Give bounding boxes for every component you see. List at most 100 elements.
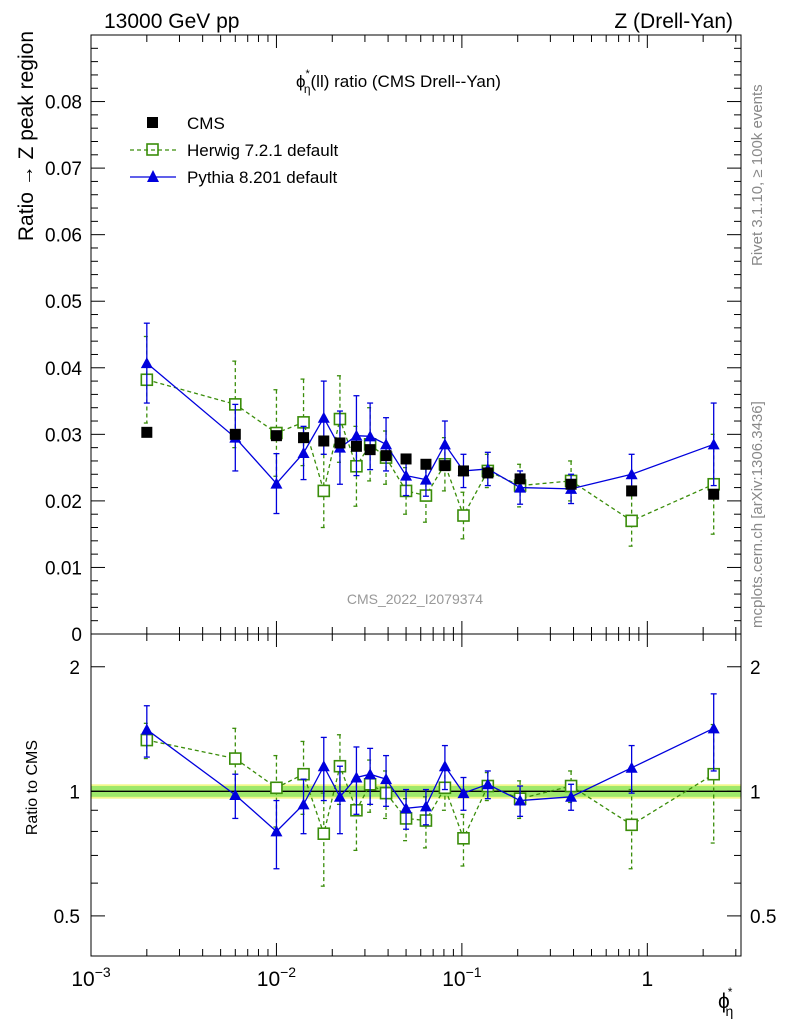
- pythia-point-top: [350, 429, 363, 441]
- legend-label-cms: CMS: [187, 114, 225, 133]
- pythia-point-ratio: [707, 722, 720, 734]
- analysis-watermark: CMS_2022_I2079374: [347, 591, 483, 607]
- top-y-tick-label: 0.04: [45, 359, 82, 380]
- cms-point: [141, 426, 153, 438]
- cms-point: [334, 437, 346, 449]
- top-y-tick-label: 0.01: [45, 558, 82, 579]
- ratio-y-tick-label-right: 2: [750, 658, 761, 679]
- cms-point: [514, 473, 526, 485]
- ratio-y-tick-label-right: 0.5: [750, 907, 776, 928]
- cms-point: [298, 432, 310, 444]
- herwig-point-ratio: [297, 767, 310, 781]
- header-process: Z (Drell-Yan): [614, 10, 733, 33]
- mcplots-label: mcplots.cern.ch [arXiv:1306.3436]: [749, 401, 766, 628]
- ratio-ylabel: Ratio to CMS: [24, 740, 41, 835]
- cms-point: [380, 450, 392, 462]
- pythia-point-top: [380, 438, 393, 450]
- ratio-y-tick-label-right: 1: [750, 782, 761, 803]
- cms-point: [439, 460, 451, 472]
- cms-point: [420, 458, 432, 470]
- ratio-y-tick-label: 2: [69, 658, 80, 679]
- pythia-point-top: [270, 477, 283, 489]
- pythia-point-ratio: [333, 790, 346, 802]
- x-tick-label: 1: [641, 968, 653, 991]
- pythia-point-ratio: [229, 788, 242, 800]
- cms-point: [364, 444, 376, 456]
- pythia-point-ratio: [140, 723, 153, 735]
- pythia-point-ratio: [438, 760, 451, 772]
- top-y-tick-label: 0.03: [45, 425, 82, 446]
- cms-point: [565, 478, 577, 490]
- pythia-line-top: [146, 362, 714, 490]
- legend-marker-cms: [147, 117, 158, 128]
- top-y-tick-label: 0.07: [45, 159, 82, 180]
- x-tick-label: 10−3: [71, 964, 111, 991]
- cms-point: [229, 428, 241, 440]
- pythia-point-ratio: [364, 768, 377, 780]
- herwig-point-top: [457, 509, 470, 522]
- pythia-point-ratio: [400, 802, 413, 814]
- legend-label-herwig: Herwig 7.2.1 default: [187, 141, 338, 160]
- pythia-point-top: [317, 411, 330, 423]
- pythia-point-ratio: [514, 794, 527, 806]
- pythia-point-ratio: [297, 798, 310, 810]
- pythia-point-ratio: [380, 773, 393, 785]
- pythia-point-ratio: [481, 778, 494, 790]
- herwig-point-top: [317, 484, 331, 498]
- cms-point: [318, 435, 330, 447]
- herwig-point-ratio: [229, 752, 242, 765]
- pythia-point-ratio: [457, 787, 470, 799]
- cms-point: [457, 465, 469, 477]
- cms-point: [626, 485, 638, 497]
- pythia-point-top: [140, 357, 153, 369]
- pythia-point-top: [438, 438, 451, 450]
- pythia-point-top: [297, 446, 310, 458]
- legend-marker-herwig: [146, 143, 159, 156]
- pythia-point-ratio: [565, 790, 578, 802]
- plot-title: ϕ* η(ll) ratio (CMS Drell--Yan): [296, 68, 501, 96]
- top-ylabel: Ratio → Z peak region: [15, 31, 38, 241]
- pythia-point-ratio: [270, 825, 283, 837]
- x-tick-label: 10−2: [257, 964, 297, 991]
- herwig-series: [140, 335, 721, 887]
- ratio-y-tick-label: 0.5: [54, 907, 80, 928]
- top-y-tick-label: 0: [71, 625, 82, 646]
- herwig-point-top: [625, 514, 638, 528]
- legend: CMS Herwig 7.2.1 default Pythia 8.201 de…: [130, 114, 338, 187]
- herwig-point-ratio: [317, 827, 331, 840]
- cms-point: [350, 440, 362, 452]
- cms-point: [482, 467, 494, 479]
- pythia-point-ratio: [419, 800, 432, 812]
- pythia-point-top: [707, 438, 720, 450]
- herwig-point-ratio: [625, 818, 638, 832]
- cms-point: [400, 453, 412, 465]
- top-y-tick-label: 0.08: [45, 93, 82, 114]
- x-tick-label: 10−1: [442, 964, 482, 991]
- rivet-version-label: Rivet 3.1.10, ≥ 100k events: [749, 84, 766, 266]
- pythia-point-top: [625, 468, 638, 480]
- herwig-line-ratio: [146, 739, 715, 840]
- herwig-point-ratio: [270, 781, 283, 795]
- header-energy: 13000 GeV pp: [104, 10, 239, 33]
- legend-marker-pythia: [147, 170, 159, 182]
- x-axis-title: ϕ* η: [718, 985, 733, 1019]
- pythia-point-ratio: [317, 760, 330, 772]
- ratio-y-tick-label: 1: [69, 782, 80, 803]
- pythia-point-ratio: [625, 761, 638, 773]
- pythia-point-ratio: [350, 771, 363, 783]
- herwig-line-top: [146, 379, 714, 522]
- pythia-point-top: [514, 481, 527, 493]
- herwig-point-ratio: [457, 832, 470, 845]
- pythia-point-top: [419, 473, 432, 485]
- ratio-band: [91, 784, 741, 799]
- top-y-tick-label: 0.06: [45, 226, 82, 247]
- top-y-tick-label: 0.05: [45, 292, 82, 313]
- legend-label-pythia: Pythia 8.201 default: [187, 168, 338, 187]
- cms-point: [270, 430, 282, 442]
- pythia-point-top: [364, 430, 377, 442]
- top-y-tick-label: 0.02: [45, 492, 82, 513]
- ratio-panel-frame: [90, 633, 742, 957]
- pythia-point-top: [400, 469, 413, 481]
- cms-point: [708, 488, 720, 500]
